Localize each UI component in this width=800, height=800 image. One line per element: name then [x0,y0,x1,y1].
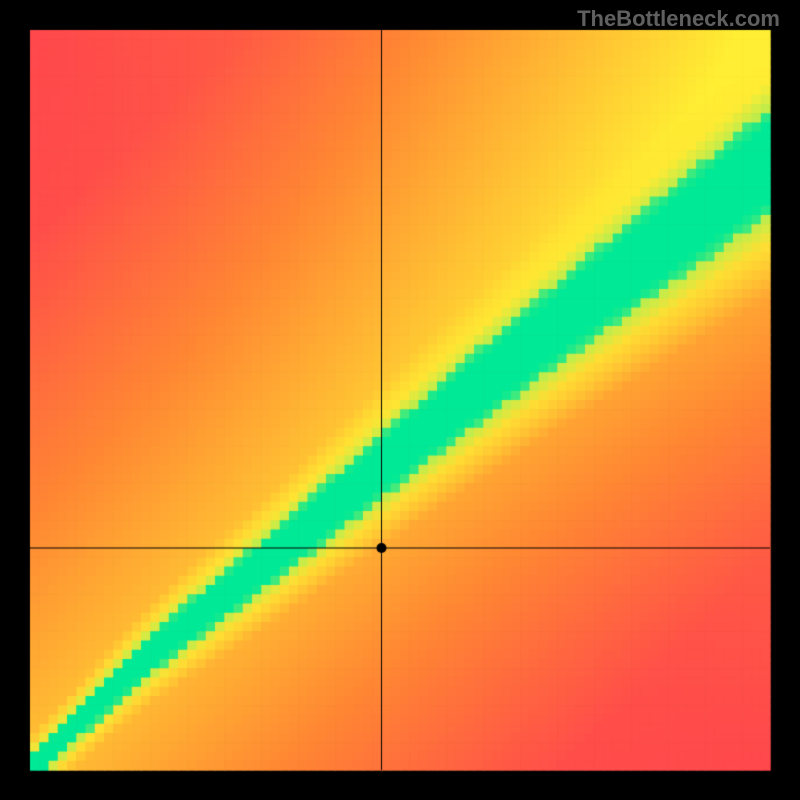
watermark-text: TheBottleneck.com [577,6,780,32]
bottleneck-heatmap [0,0,800,800]
chart-container: TheBottleneck.com [0,0,800,800]
